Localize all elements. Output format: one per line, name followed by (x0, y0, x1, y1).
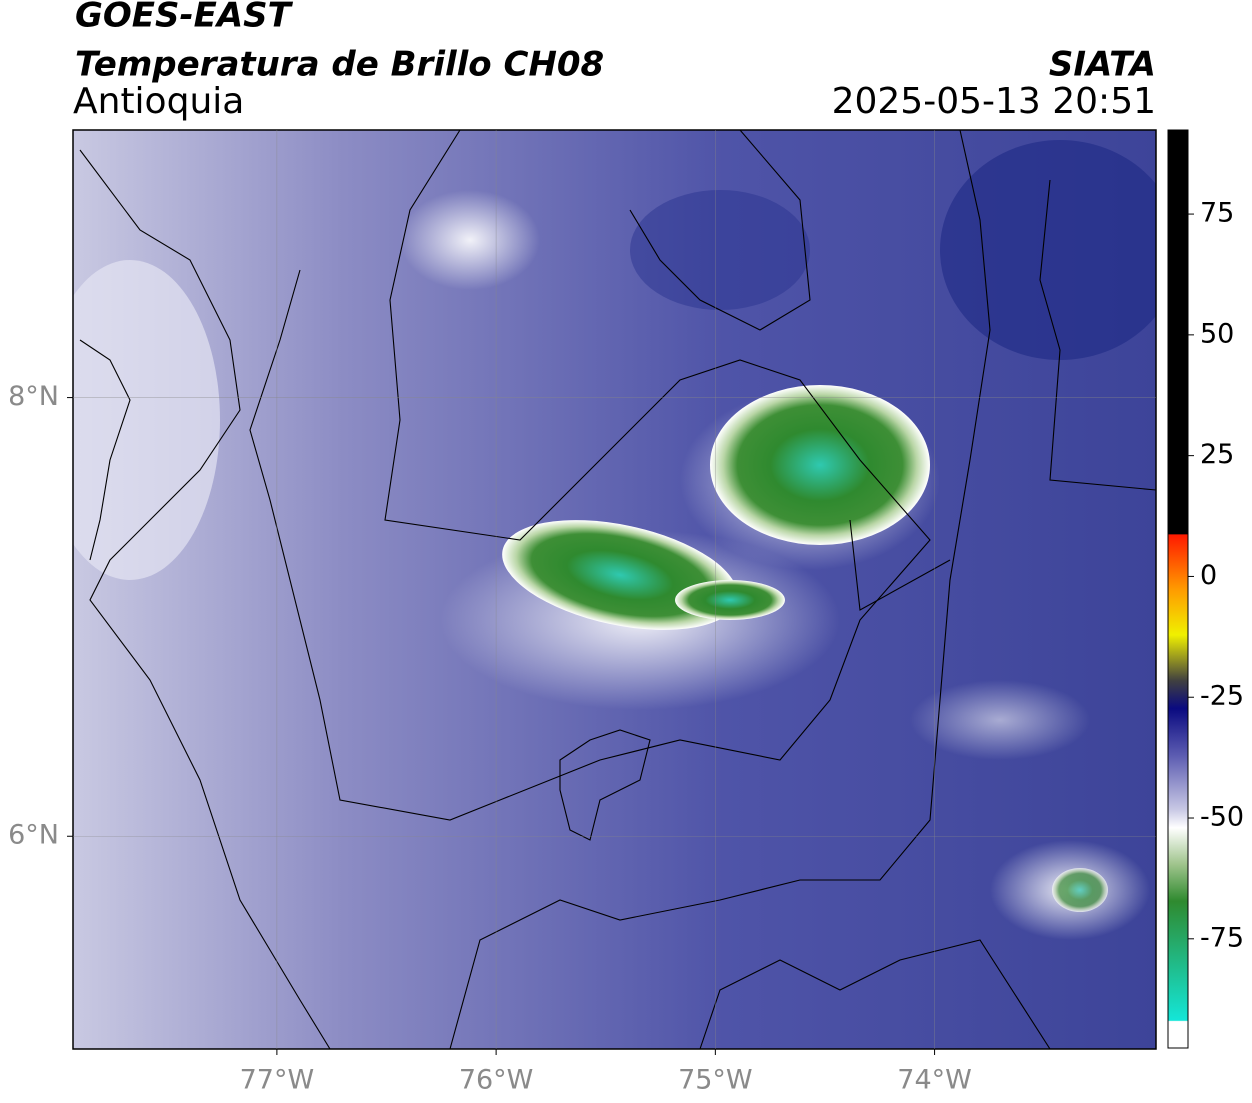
subtitle: Temperatura de Brillo CH08 (75, 45, 604, 85)
haze (400, 190, 540, 290)
x-tick-label: 74°W (897, 1065, 972, 1096)
cloud (710, 385, 930, 545)
colorbar-tick-label: -75 (1200, 922, 1244, 953)
colorbar-tick-label: 50 (1200, 318, 1234, 349)
colorbar-tick-label: 0 (1200, 560, 1217, 591)
colorbar-tick-label: -50 (1200, 802, 1244, 833)
cold-area (940, 140, 1156, 360)
boundaries (79, 130, 1156, 1049)
haze (910, 680, 1090, 760)
colorbar-tick-label: -25 (1200, 681, 1244, 712)
cloud (675, 580, 785, 620)
cloud (1052, 868, 1108, 912)
colorbar-tick-label: 25 (1200, 439, 1234, 470)
title: GOES-EAST (75, 0, 294, 36)
haze (73, 260, 220, 580)
region: Antioquia (73, 81, 244, 122)
cold-area (630, 190, 810, 310)
x-tick-label: 76°W (459, 1065, 534, 1096)
y-tick-label: 6°N (8, 820, 59, 851)
map (73, 130, 1156, 1049)
colorbar-tick-label: 75 (1200, 198, 1234, 229)
map-frame (72, 129, 1157, 1050)
y-tick-label: 8°N (8, 381, 59, 412)
datetime: 2025-05-13 20:51 (832, 81, 1156, 122)
x-tick-label: 77°W (240, 1065, 315, 1096)
x-tick-label: 75°W (678, 1065, 753, 1096)
source: SIATA (1049, 45, 1156, 85)
colorbar (1167, 129, 1189, 1049)
